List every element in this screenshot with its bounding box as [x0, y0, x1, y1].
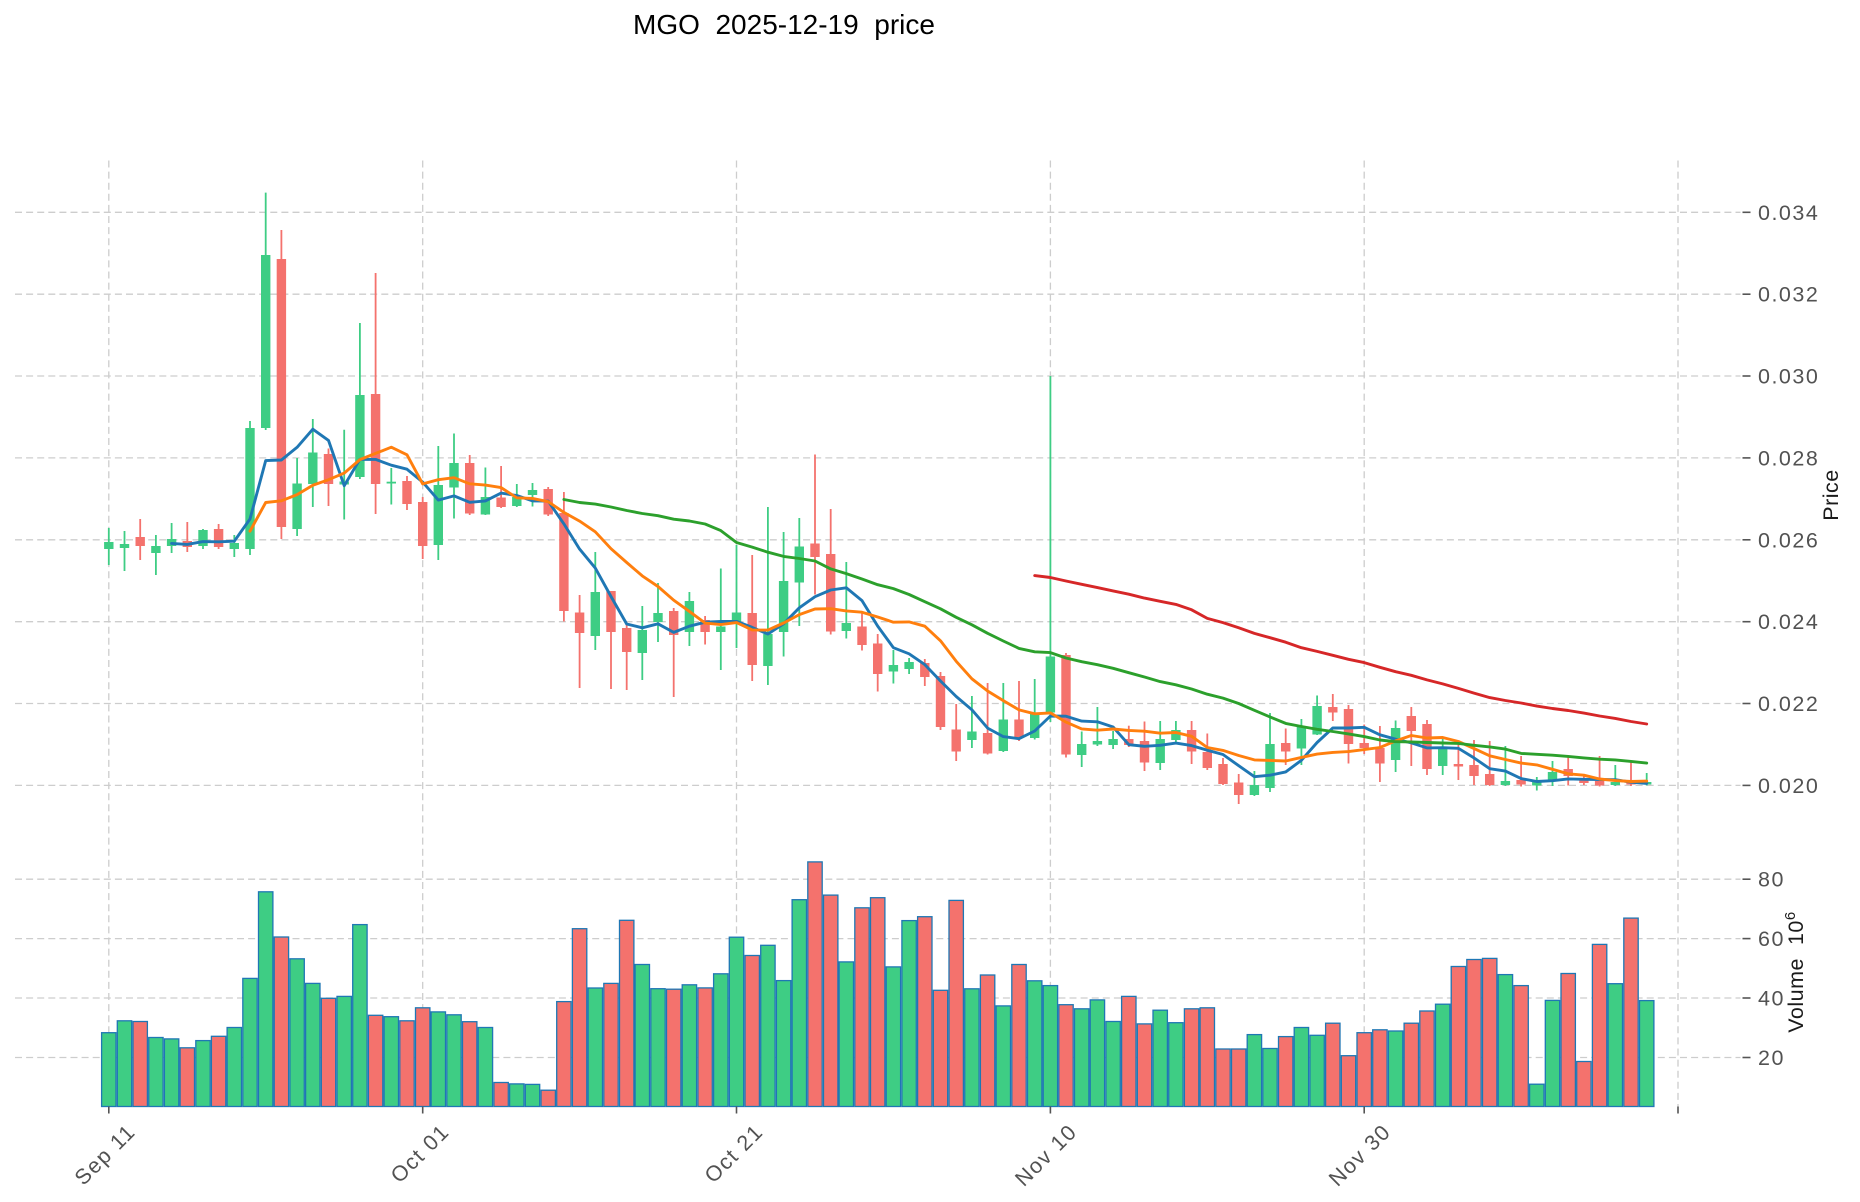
svg-text:MGO 2025-12-19 price: MGO 2025-12-19 price	[633, 9, 935, 40]
svg-text:0.034: 0.034	[1758, 201, 1819, 225]
svg-text:0.026: 0.026	[1758, 528, 1819, 552]
svg-text:Volume 106: Volume 106	[1782, 911, 1809, 1032]
svg-text:Price: Price	[1819, 469, 1843, 520]
svg-text:0.030: 0.030	[1758, 365, 1819, 389]
svg-text:0.028: 0.028	[1758, 446, 1819, 470]
svg-text:80: 80	[1758, 868, 1785, 892]
svg-text:0.022: 0.022	[1758, 692, 1819, 716]
svg-text:40: 40	[1758, 987, 1785, 1011]
svg-text:0.032: 0.032	[1758, 283, 1819, 307]
svg-text:0.024: 0.024	[1758, 610, 1819, 634]
svg-text:20: 20	[1758, 1046, 1785, 1070]
svg-text:60: 60	[1758, 927, 1785, 951]
svg-text:0.020: 0.020	[1758, 774, 1819, 798]
